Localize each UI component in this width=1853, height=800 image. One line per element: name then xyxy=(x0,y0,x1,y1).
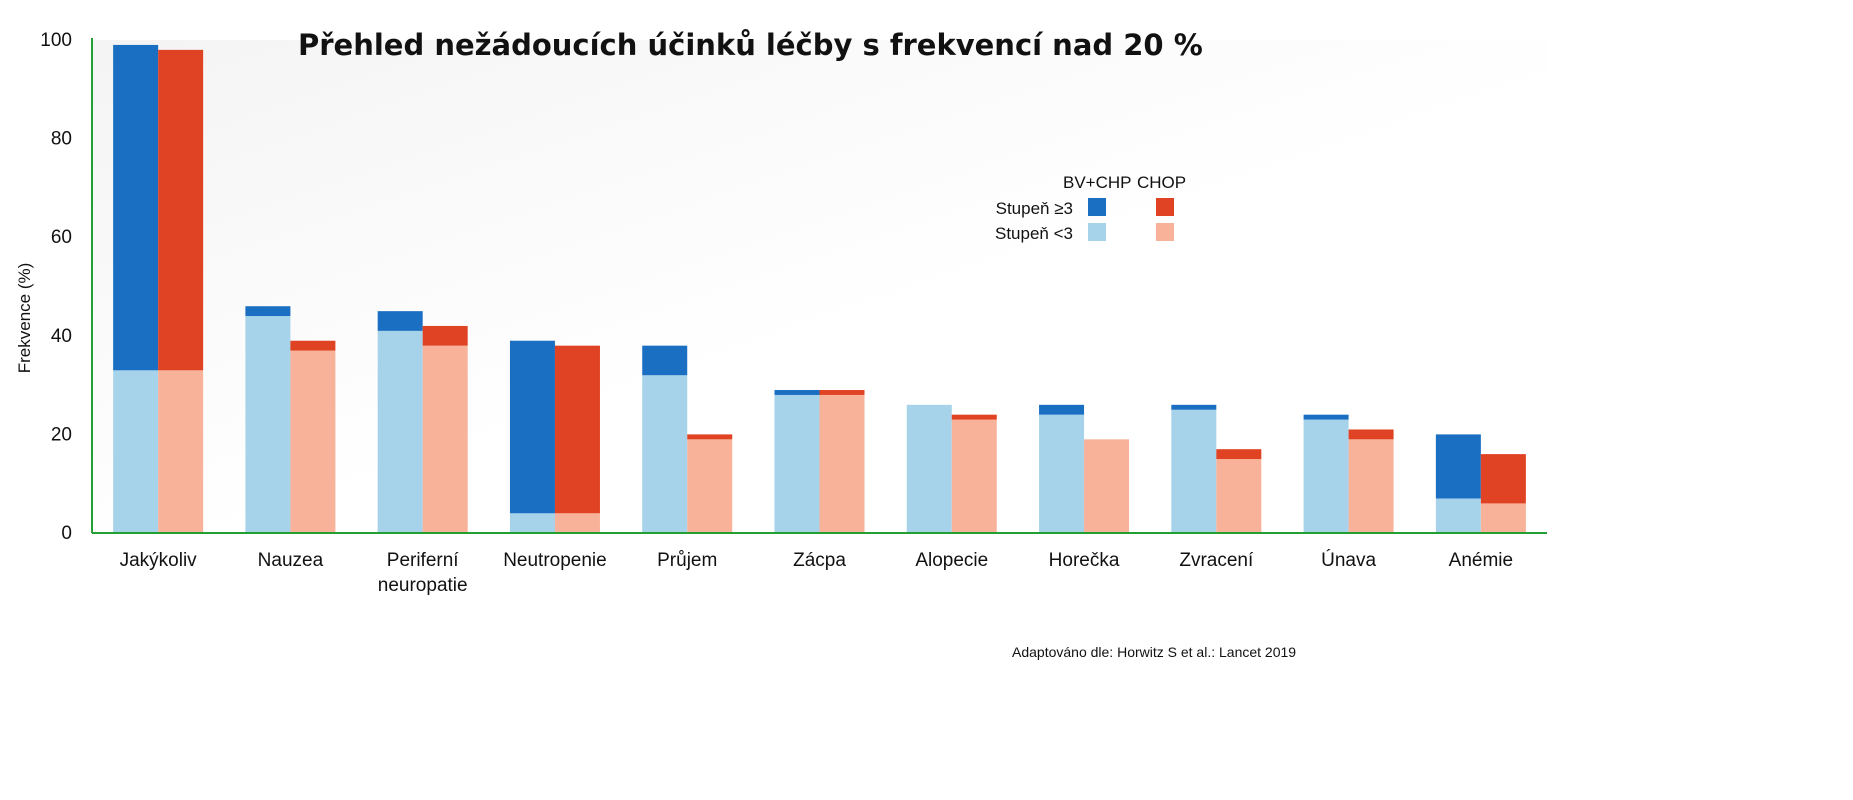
bar-chop-grade-high-neutropenie xyxy=(554,345,600,514)
bar-bv-chp-grade-high-zacpa xyxy=(774,390,820,395)
x-tick-label-prujem: Průjem xyxy=(657,550,717,571)
bar-bv-chp-grade-high-nauzea xyxy=(245,306,291,317)
x-tick-label-zacpa: Zácpa xyxy=(793,550,846,571)
bar-chop-grade-high-jakykoliv xyxy=(158,49,204,371)
bar-chop-grade-low-neutropenie xyxy=(554,513,600,533)
y-tick-label-80: 80 xyxy=(51,129,72,150)
bar-chop-grade-low-anemie xyxy=(1480,503,1526,533)
bar-chop-grade-high-nauzea xyxy=(290,340,336,351)
bar-chop-grade-high-zacpa xyxy=(819,390,865,395)
chart-title: Přehled nežádoucích účinků léčby s frekv… xyxy=(298,28,1203,62)
bar-bv-chp-grade-low-neutropenie xyxy=(509,513,555,533)
y-tick-label-0: 0 xyxy=(61,523,72,544)
bar-bv-chp-grade-high-zvraceni xyxy=(1171,404,1217,410)
bar-bv-chp-grade-high-periferni-neuropatie xyxy=(377,311,423,331)
bar-bv-chp-grade-low-zvraceni xyxy=(1171,409,1217,533)
bar-chop-grade-low-jakykoliv xyxy=(158,370,204,533)
x-tick-label-jakykoliv: Jakýkoliv xyxy=(120,550,198,571)
x-tick-label-periferni-neuropatie: Periferní neuropatie xyxy=(378,550,468,596)
y-tick-label-100: 100 xyxy=(40,30,72,51)
legend-swatch-bv-chp-high xyxy=(1088,198,1106,216)
source-note: Adaptováno dle: Horwitz S et al.: Lancet… xyxy=(1012,644,1296,660)
legend-column-bv-chp: BV+CHP xyxy=(1063,173,1132,192)
bar-bv-chp-grade-low-unava xyxy=(1303,419,1349,533)
bar-chop-grade-high-unava xyxy=(1348,429,1394,440)
x-tick-label-anemie: Anémie xyxy=(1449,550,1513,571)
bar-chop-grade-high-zvraceni xyxy=(1216,449,1262,460)
bar-bv-chp-grade-low-horecka xyxy=(1039,414,1085,533)
bar-chop-grade-low-prujem xyxy=(687,439,733,533)
bar-chop-grade-high-periferni-neuropatie xyxy=(422,325,468,346)
x-tick-label-unava: Únava xyxy=(1321,549,1376,571)
bar-chop-grade-low-zacpa xyxy=(819,394,865,533)
bar-bv-chp-grade-low-zacpa xyxy=(774,394,820,533)
x-tick-label-alopecie: Alopecie xyxy=(915,550,988,571)
bar-bv-chp-grade-high-neutropenie xyxy=(509,340,555,514)
bar-bv-chp-grade-low-periferni-neuropatie xyxy=(377,330,423,533)
bar-bv-chp-grade-high-horecka xyxy=(1039,404,1085,415)
bar-bv-chp-grade-low-jakykoliv xyxy=(113,370,159,533)
bars-layer xyxy=(113,44,1526,533)
bar-chop-grade-high-anemie xyxy=(1480,454,1526,504)
y-tick-label-60: 60 xyxy=(51,227,72,248)
bar-chop-grade-low-unava xyxy=(1348,439,1394,533)
legend-swatch-bv-chp-low xyxy=(1088,223,1106,241)
bar-bv-chp-grade-low-alopecie xyxy=(906,404,952,533)
legend-swatch-chop-high xyxy=(1156,198,1174,216)
bar-bv-chp-grade-low-nauzea xyxy=(245,316,291,533)
x-tick-label-zvraceni: Zvracení xyxy=(1179,550,1254,571)
legend-row-grade-low: Stupeň <3 xyxy=(995,224,1073,243)
y-ticks: 0 20 40 60 80 100 xyxy=(40,30,72,544)
x-tick-label-nauzea: Nauzea xyxy=(258,550,324,571)
legend-swatch-chop-low xyxy=(1156,223,1174,241)
y-tick-label-40: 40 xyxy=(51,326,72,347)
y-tick-label-20: 20 xyxy=(51,424,72,445)
bar-bv-chp-grade-high-anemie xyxy=(1435,434,1481,499)
bar-bv-chp-grade-low-prujem xyxy=(642,375,688,533)
bar-chop-grade-low-zvraceni xyxy=(1216,459,1262,533)
bar-chop-grade-high-alopecie xyxy=(951,414,997,420)
bar-bv-chp-grade-high-unava xyxy=(1303,414,1349,420)
bar-bv-chp-grade-low-anemie xyxy=(1435,498,1481,533)
legend-column-chop: CHOP xyxy=(1137,173,1186,192)
x-categories: Jakýkoliv Nauzea Periferní neuropatie Neutro… xyxy=(120,549,1513,596)
x-tick-label-neutropenie: Neutropenie xyxy=(503,550,607,571)
y-axis-label: Frekvence (%) xyxy=(15,263,34,374)
bar-bv-chp-grade-high-jakykoliv xyxy=(113,44,159,371)
legend: BV+CHP CHOP Stupeň ≥3 Stupeň <3 xyxy=(995,173,1186,243)
bar-chop-grade-low-horecka xyxy=(1084,439,1130,533)
legend-row-grade-high: Stupeň ≥3 xyxy=(996,199,1073,218)
axes-layer xyxy=(91,38,1547,534)
bar-chop-grade-low-periferni-neuropatie xyxy=(422,345,468,533)
bar-chop-grade-low-alopecie xyxy=(951,419,997,533)
bar-chop-grade-low-nauzea xyxy=(290,350,336,533)
x-tick-label-horecka: Horečka xyxy=(1049,550,1120,571)
bar-bv-chp-grade-high-prujem xyxy=(642,345,688,376)
bar-chop-grade-high-prujem xyxy=(687,434,733,440)
